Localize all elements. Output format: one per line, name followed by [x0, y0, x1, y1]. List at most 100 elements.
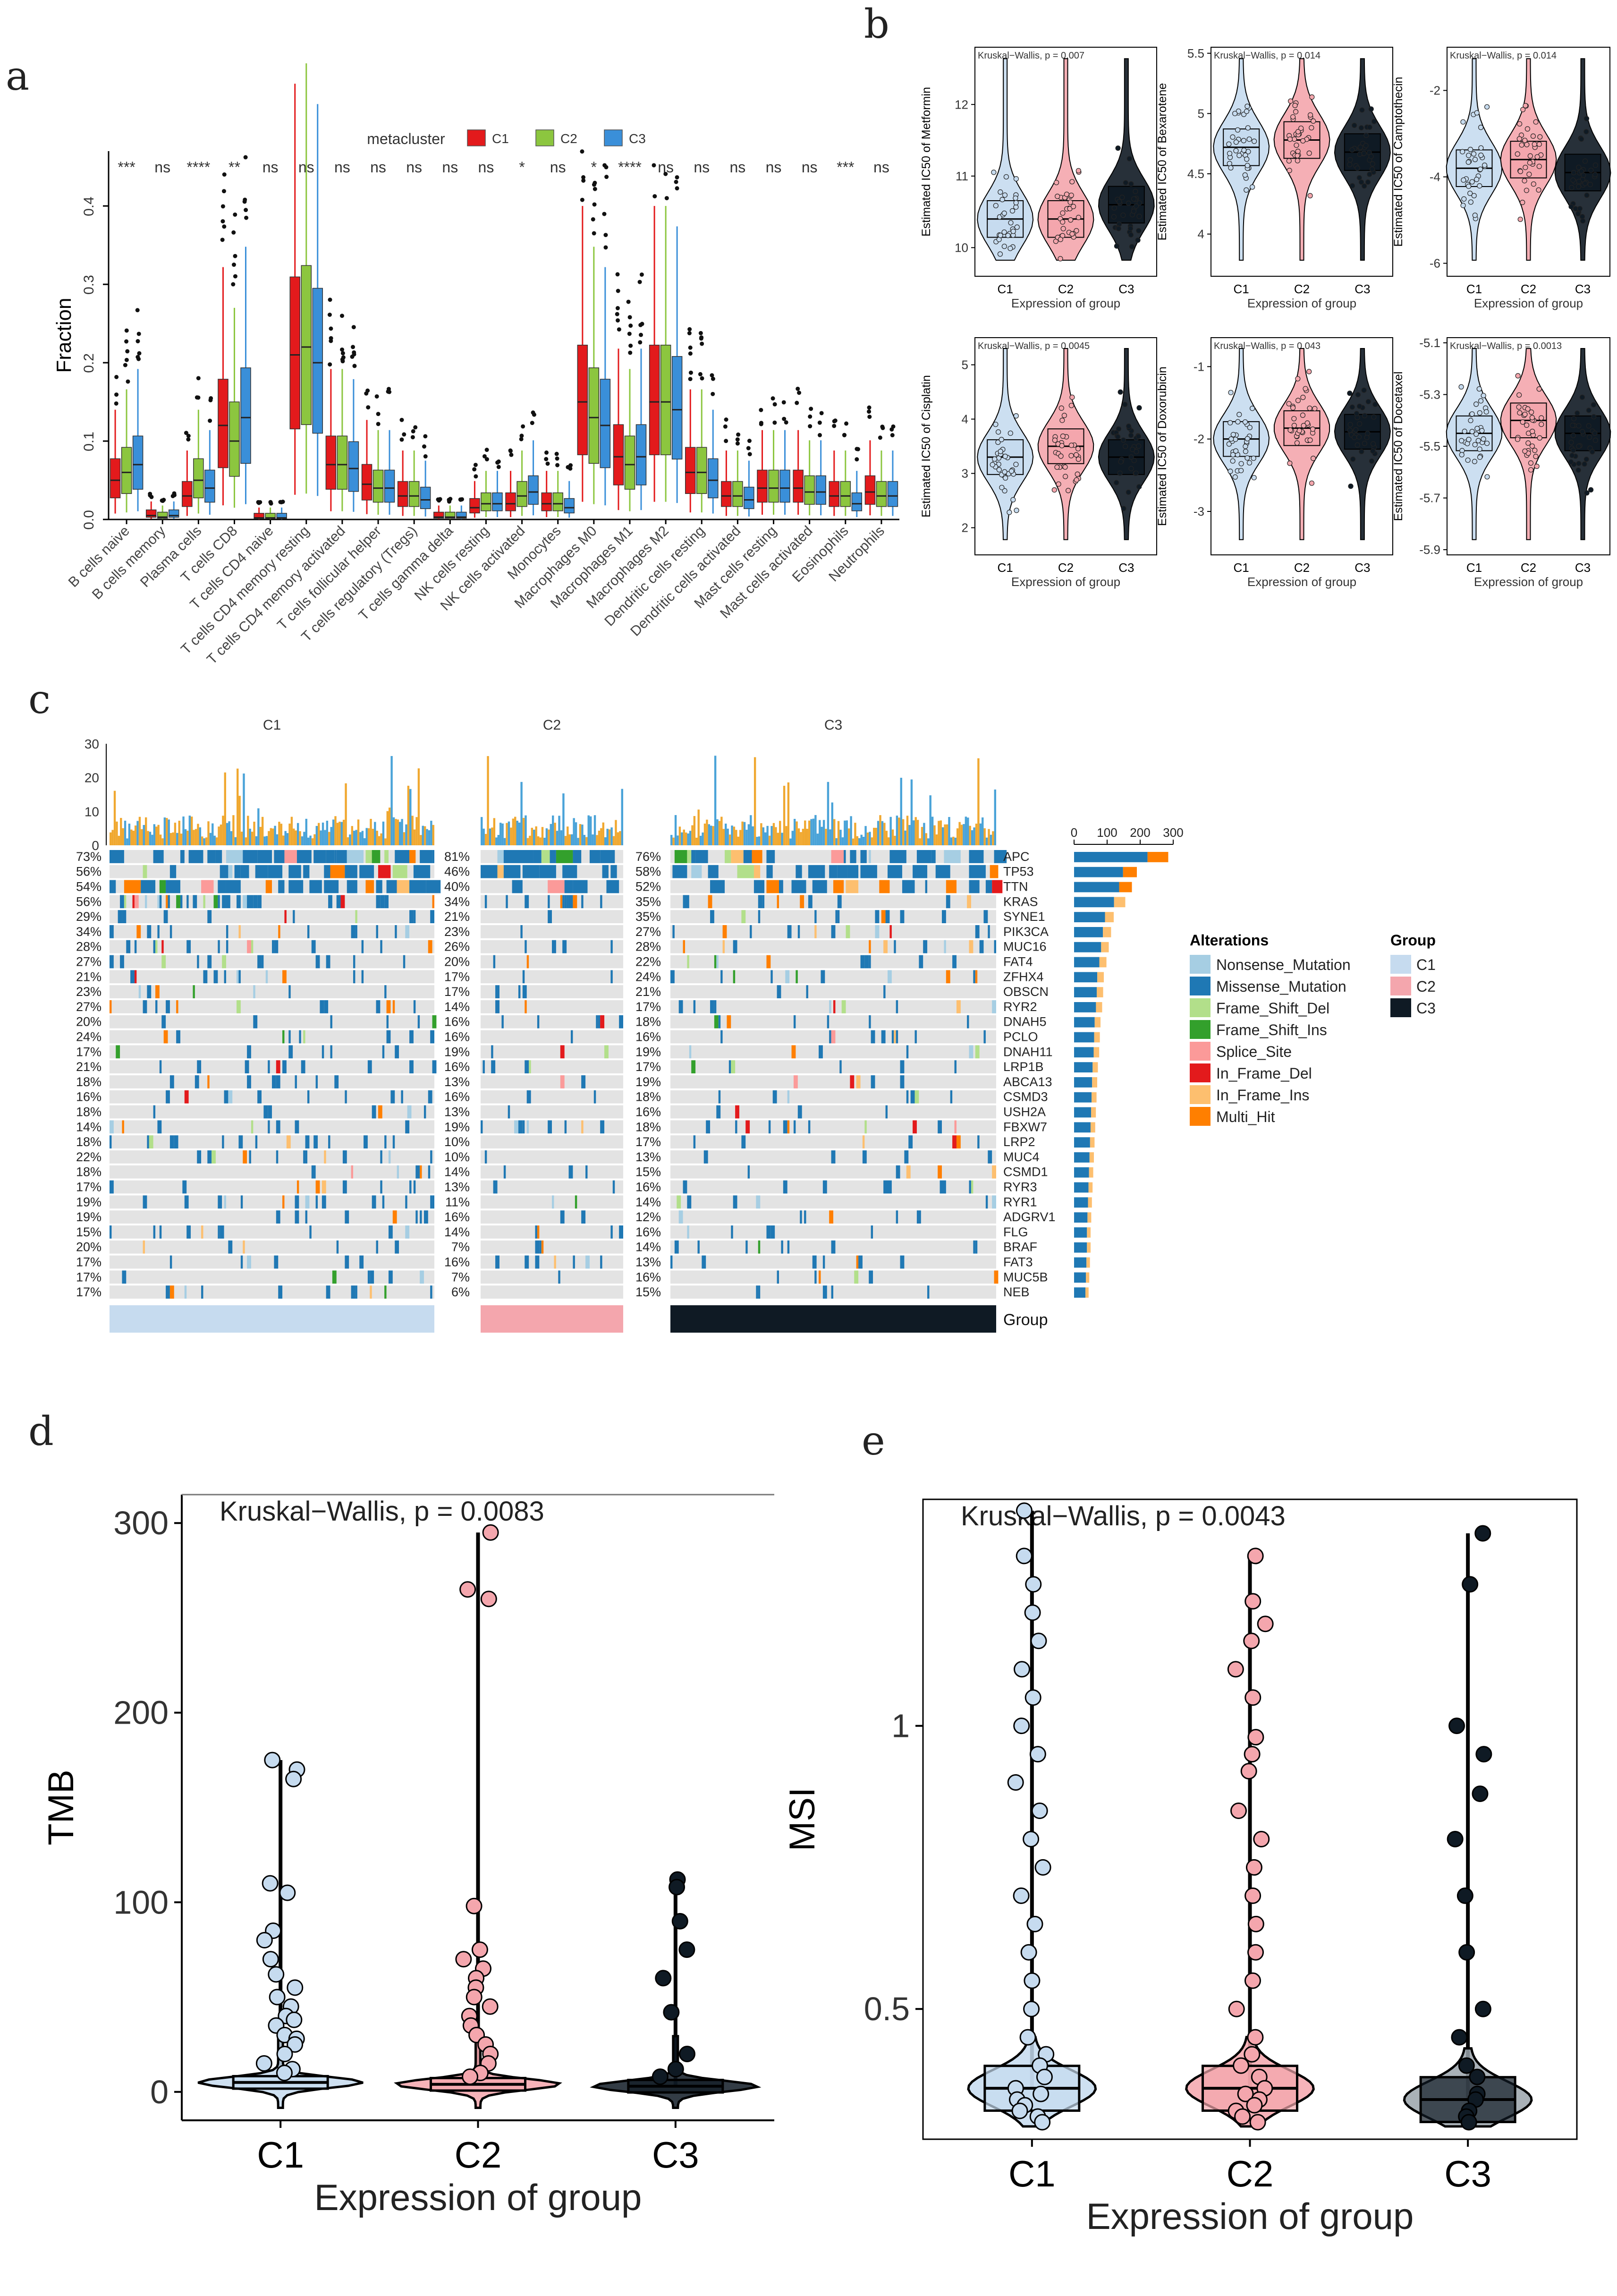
count-tick-label: 200: [1130, 825, 1150, 840]
data-point: [1568, 440, 1574, 445]
outlier-point: [638, 323, 643, 327]
mutation-cell: [355, 925, 357, 938]
tmb-bar: [894, 835, 896, 845]
mutation-cell: [110, 925, 114, 938]
mutation-cell: [143, 1240, 145, 1254]
mutation-cell: [184, 1285, 187, 1299]
mutation-cell: [176, 1000, 178, 1013]
outlier-point: [484, 448, 489, 452]
mutation-cell: [322, 1045, 324, 1059]
data-point: [1122, 401, 1128, 407]
gene-count-bar: [1147, 852, 1168, 862]
gene-row-background: [481, 1105, 623, 1119]
tmb-bar: [141, 829, 143, 845]
data-point: [1592, 437, 1598, 443]
box-C3: [312, 288, 323, 434]
gene-row-background: [670, 1165, 996, 1179]
gene-percent: 7%: [451, 1240, 470, 1254]
mutation-cell: [384, 850, 389, 863]
tmb-bar: [215, 837, 218, 845]
legend-swatch: [1190, 977, 1211, 995]
gene-row-background: [481, 1180, 623, 1194]
tmb-bar: [841, 837, 844, 845]
mutation-cell: [296, 1180, 299, 1194]
mutation-cell: [388, 1150, 391, 1164]
gene-percent: 19%: [635, 1075, 661, 1089]
outlier-point: [664, 196, 669, 201]
tmb-bar: [203, 838, 205, 845]
gene-count-bar: [1114, 897, 1126, 908]
gene-count-bar: [1087, 1227, 1091, 1238]
panel-label-d: d: [28, 1408, 54, 1454]
mutation-cell: [166, 1090, 170, 1104]
box-C3: [635, 424, 647, 485]
mutation-cell: [869, 1015, 871, 1029]
mutation-cell: [600, 1255, 602, 1269]
mutation-cell: [153, 1225, 156, 1239]
mutation-cell: [896, 1000, 898, 1013]
outlier-point: [186, 437, 191, 442]
tmb-bar: [313, 834, 316, 845]
mutation-cell: [979, 940, 984, 953]
outlier-point: [555, 463, 560, 468]
y-tick-label: -5.7: [1419, 491, 1440, 505]
data-point: [1530, 428, 1535, 434]
mutation-cell: [409, 1060, 414, 1073]
data-point: [1475, 438, 1481, 443]
legend-label: Multi_Hit: [1216, 1108, 1275, 1125]
mutation-cell: [428, 1165, 431, 1179]
x-tick-label: C3: [1444, 2153, 1491, 2194]
mutation-cell: [282, 1030, 285, 1044]
mutation-cell: [188, 850, 203, 863]
mutation-cell: [752, 850, 762, 863]
tmb-bar: [136, 821, 139, 845]
mutation-cell: [541, 1240, 544, 1254]
tmb-bar: [347, 837, 349, 845]
mutation-cell: [560, 895, 563, 909]
mutation-cell: [226, 880, 241, 893]
data-point: [1365, 399, 1371, 405]
mutation-cell: [841, 1000, 846, 1013]
data-point: [471, 1941, 488, 1958]
gene-percent: 13%: [635, 1255, 661, 1269]
gene-count-bar: [1094, 1032, 1100, 1043]
tmb-bar: [307, 837, 310, 845]
mutation-cell: [141, 880, 156, 893]
tmb-bar: [879, 815, 881, 845]
gene-count-bar: [1074, 1092, 1092, 1103]
mutation-cell: [975, 970, 978, 984]
mutation-cell: [257, 955, 262, 969]
data-point: [1246, 460, 1253, 466]
outlier-point: [351, 325, 356, 330]
mutation-cell: [226, 850, 243, 863]
gene-percent: 81%: [444, 850, 470, 864]
data-point: [1075, 456, 1081, 462]
gene-percent: 13%: [635, 1150, 661, 1164]
mutation-cell: [942, 1180, 946, 1194]
gene-percent: 23%: [444, 925, 470, 939]
data-point: [1010, 229, 1016, 234]
mutation-cell: [548, 1120, 552, 1134]
gene-count-bar: [1074, 882, 1119, 893]
mutation-cell: [526, 1120, 529, 1134]
gene-percent: 18%: [76, 1105, 102, 1119]
outlier-point: [532, 412, 536, 417]
data-point: [1287, 168, 1292, 173]
mutation-cell: [417, 1015, 420, 1029]
data-point: [1244, 2046, 1261, 2063]
mutation-cell: [326, 955, 330, 969]
data-point: [1298, 125, 1304, 131]
box-C3: [384, 469, 395, 503]
data-point: [1227, 1661, 1244, 1678]
x-tick-label: C2: [455, 2134, 502, 2176]
data-point: [1367, 171, 1372, 177]
mutation-cell: [800, 1210, 802, 1224]
data-point: [1524, 422, 1530, 428]
tmb-bar: [598, 831, 601, 845]
data-point: [1075, 446, 1081, 451]
gene-row-background: [670, 1120, 996, 1134]
tmb-bar: [758, 836, 761, 845]
legend-label: C2: [1416, 978, 1436, 995]
tmb-bar: [940, 820, 942, 845]
data-point: [1582, 461, 1587, 467]
